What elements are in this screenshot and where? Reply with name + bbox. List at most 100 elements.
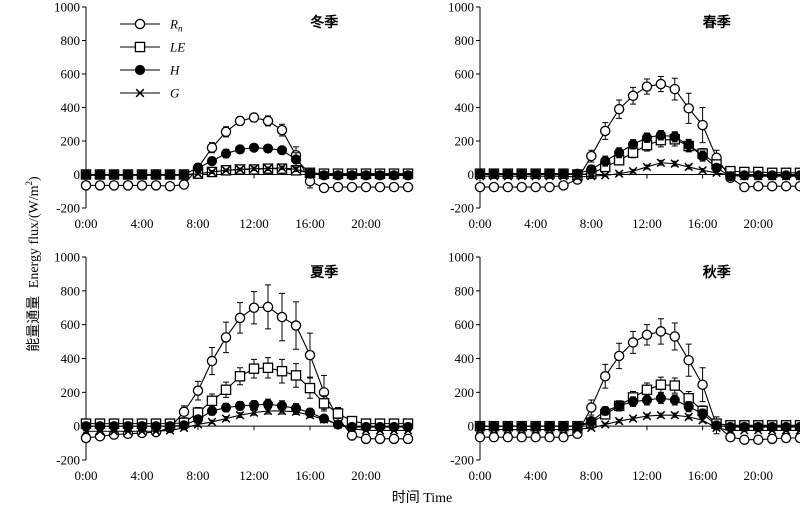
series-line — [480, 330, 800, 441]
data-point — [558, 180, 569, 191]
x-tick-label: 0:00 — [468, 468, 491, 483]
y-tick-label: 0 — [468, 167, 475, 182]
series-line — [86, 147, 408, 176]
data-point — [712, 168, 721, 178]
data-point — [403, 426, 413, 435]
x-tick-label: 12:00 — [239, 468, 269, 483]
data-point — [220, 384, 232, 396]
data-point — [725, 431, 736, 443]
data-point — [669, 131, 680, 142]
data-point — [206, 156, 218, 167]
data-point — [332, 408, 344, 419]
data-point — [544, 431, 555, 443]
data-point — [600, 156, 611, 167]
data-point — [767, 171, 777, 181]
data-point — [318, 398, 330, 409]
legend-label-text: LE — [169, 40, 185, 55]
data-point — [655, 130, 666, 141]
data-point — [262, 301, 274, 313]
data-point — [781, 171, 791, 181]
data-point — [655, 393, 666, 404]
data-point — [503, 425, 513, 434]
data-point — [305, 410, 315, 420]
x-tick-label: 4:00 — [524, 468, 547, 483]
series-Rn — [474, 318, 800, 445]
data-point — [389, 171, 399, 180]
data-point — [151, 171, 161, 180]
series-G — [475, 410, 800, 435]
data-point — [698, 165, 707, 175]
legend-label: LE — [169, 40, 185, 55]
data-point — [683, 103, 694, 114]
data-point — [221, 414, 231, 423]
data-point — [516, 181, 527, 193]
data-point — [123, 426, 133, 436]
x-tick-label: 0:00 — [468, 216, 491, 231]
data-point — [627, 139, 639, 150]
data-point — [165, 171, 175, 180]
data-point — [234, 400, 246, 411]
series-G — [475, 158, 800, 182]
data-point — [656, 410, 666, 420]
data-point — [108, 421, 120, 432]
data-point — [333, 171, 343, 180]
data-point — [642, 411, 652, 421]
y-tick-label: 600 — [61, 67, 81, 82]
y-tick-label: 200 — [455, 385, 475, 400]
data-point — [374, 433, 386, 445]
data-point — [136, 421, 148, 432]
series-line — [86, 410, 408, 432]
data-point — [150, 421, 162, 432]
data-point — [740, 426, 749, 435]
x-tick-label: 4:00 — [130, 468, 153, 483]
data-point — [248, 112, 260, 123]
data-point — [600, 405, 611, 417]
x-tick-label: 8:00 — [186, 468, 209, 483]
data-point — [402, 181, 414, 193]
data-point — [544, 181, 555, 193]
data-point — [277, 406, 287, 416]
data-point — [781, 426, 791, 435]
data-point — [375, 426, 385, 435]
data-point — [262, 115, 274, 127]
data-point — [530, 181, 541, 193]
x-tick-label: 20:00 — [351, 468, 381, 483]
data-point — [558, 431, 569, 443]
data-point — [178, 179, 190, 190]
data-point — [108, 180, 120, 191]
data-point — [361, 171, 371, 180]
data-point — [670, 410, 680, 420]
data-point — [137, 171, 147, 180]
data-point — [628, 166, 638, 176]
chart-panel: -200 0 200 400 600 800 1000 0:00 4:00 8:00 12:00 16… — [54, 250, 414, 483]
data-point — [221, 165, 231, 175]
y-axis-title: 能量通量 Energy flux/(W/m2) — [24, 176, 42, 352]
y-tick-label: -200 — [56, 201, 80, 216]
data-point — [220, 148, 232, 159]
data-point — [613, 350, 625, 362]
data-point — [193, 169, 203, 178]
data-point — [206, 395, 218, 407]
data-point — [586, 164, 597, 175]
data-point — [290, 154, 302, 165]
series-Rn — [80, 112, 414, 194]
legend: Rn LE HG — [120, 17, 185, 101]
series-line — [86, 116, 408, 189]
y-tick-label: -200 — [56, 453, 80, 468]
data-point — [248, 399, 260, 411]
data-point — [683, 354, 694, 366]
legend-label-text: H — [169, 63, 180, 78]
data-point — [304, 349, 316, 361]
legend-label-text: G — [170, 86, 180, 101]
data-point — [305, 168, 315, 178]
chart-panel: -200 0 200 400 600 800 1000 0:00 4:00 8:00 12:00 16… — [448, 0, 800, 231]
y-tick-label: 400 — [455, 351, 475, 366]
data-point — [628, 414, 638, 423]
data-point — [599, 125, 611, 137]
data-point — [277, 163, 287, 173]
data-point — [360, 433, 372, 445]
data-point — [388, 433, 400, 445]
y-tick-label: 800 — [61, 283, 81, 298]
